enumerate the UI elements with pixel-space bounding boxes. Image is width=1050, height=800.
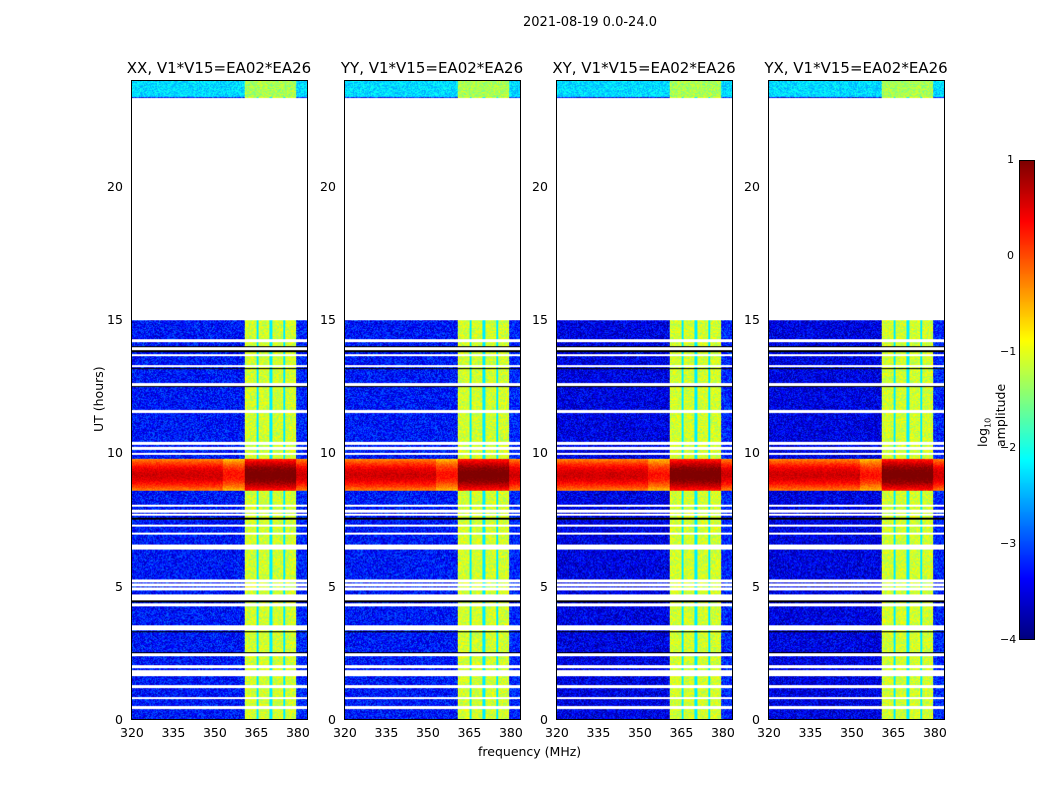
heatmap-cells [769, 81, 944, 719]
colorbar-tick-label: −2 [1000, 441, 1017, 454]
x-tick-label: 380 [498, 725, 523, 740]
colorbar-tick-label: −3 [1000, 537, 1017, 550]
x-tick-label: 365 [457, 725, 482, 740]
colorbar-label: log10 amplitude [975, 383, 1008, 447]
y-tick-label: 15 [320, 312, 336, 327]
y-tick-label: 10 [320, 445, 336, 461]
x-tick-label: 380 [922, 725, 947, 740]
y-tick-label: 5 [752, 578, 760, 594]
x-tick-label: 380 [285, 725, 310, 740]
colorbar-tick-label: −1 [1000, 345, 1017, 358]
x-tick-label: 320 [120, 725, 144, 740]
y-axis-label: UT (hours) [91, 366, 106, 432]
x-tick-label: 350 [202, 725, 227, 740]
colorbar-tick-label: 0 [1007, 249, 1014, 262]
colorbar [1019, 160, 1035, 640]
x-tick-label: 350 [627, 725, 652, 740]
heatmap-cells [345, 81, 520, 719]
x-tick-label: 350 [415, 725, 440, 740]
y-tick-label: 10 [532, 445, 548, 461]
y-tick-label: 0 [328, 712, 336, 727]
y-tick-label: 5 [540, 578, 548, 594]
y-tick-label: 20 [320, 178, 336, 194]
y-tick-label: 15 [744, 312, 760, 327]
x-tick-label: 365 [881, 725, 906, 740]
y-tick-label: 0 [540, 712, 548, 727]
y-tick-label: 20 [532, 178, 548, 194]
y-tick-label: 20 [744, 178, 760, 194]
y-tick-label: 10 [107, 445, 123, 461]
x-tick-label: 335 [374, 725, 399, 740]
heatmap-panel-1 [131, 80, 308, 720]
figure-title: 2021-08-19 0.0-24.0 [523, 15, 657, 30]
colorbar-tick-label: 1 [1007, 153, 1014, 166]
colorbar-tick-label: −4 [1000, 633, 1017, 646]
panel-title: XY, V1*V15=EA02*EA26 [552, 59, 736, 77]
y-tick-label: 5 [328, 578, 336, 594]
x-tick-label: 320 [333, 725, 357, 740]
y-tick-label: 0 [752, 712, 760, 727]
x-tick-label: 335 [798, 725, 823, 740]
y-tick-label: 20 [107, 178, 123, 194]
y-tick-label: 0 [115, 712, 123, 727]
x-tick-label: 335 [586, 725, 611, 740]
x-tick-label: 380 [710, 725, 735, 740]
x-tick-label: 320 [545, 725, 569, 740]
y-tick-label: 5 [115, 578, 123, 594]
heatmap-cells [557, 81, 732, 719]
panel-title: YY, V1*V15=EA02*EA26 [340, 59, 524, 77]
panel-title: YX, V1*V15=EA02*EA26 [764, 59, 948, 77]
x-axis-label: frequency (MHz) [478, 744, 582, 759]
panel-title: XX, V1*V15=EA02*EA26 [126, 59, 312, 77]
heatmap-panel-3 [556, 80, 733, 720]
x-tick-label: 335 [161, 725, 186, 740]
x-tick-label: 365 [669, 725, 694, 740]
heatmap-cells [132, 81, 307, 719]
y-tick-label: 10 [744, 445, 760, 461]
x-tick-label: 350 [839, 725, 864, 740]
y-tick-label: 15 [532, 312, 548, 327]
y-tick-label: 15 [107, 312, 123, 327]
heatmap-panel-4 [768, 80, 945, 720]
x-tick-label: 320 [757, 725, 781, 740]
heatmap-panel-2 [344, 80, 521, 720]
x-tick-label: 365 [244, 725, 269, 740]
